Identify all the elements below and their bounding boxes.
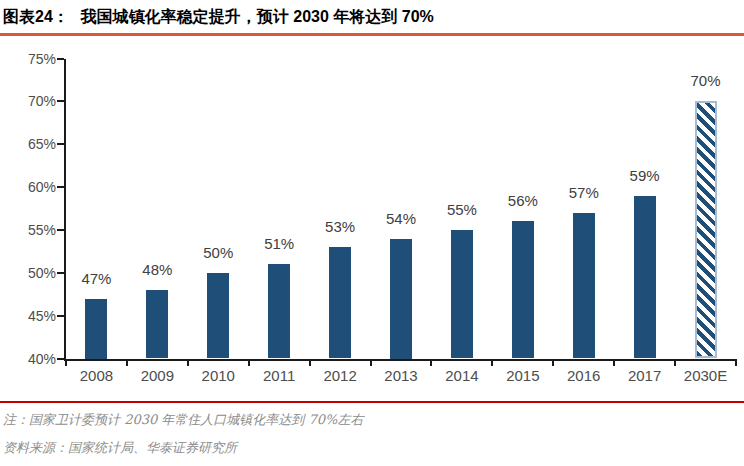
y-axis-tick-mark <box>57 315 64 317</box>
chart-note: 注：国家卫计委预计 2030 年常住人口城镇化率达到 70%左右 <box>3 411 744 428</box>
y-axis-tick-label: 45% <box>8 308 56 324</box>
y-axis-tick-label: 60% <box>8 179 56 195</box>
bar <box>512 221 534 358</box>
bar <box>634 196 656 359</box>
x-axis-category-label: 2030E <box>672 368 740 384</box>
bar-value-label: 53% <box>310 219 370 235</box>
bar-value-label: 59% <box>615 168 675 184</box>
bar <box>329 247 351 358</box>
bar-value-label: 55% <box>432 202 492 218</box>
x-axis-category-label: 2008 <box>62 368 130 384</box>
bar-value-label: 48% <box>127 262 187 278</box>
x-axis-category-label: 2009 <box>123 368 191 384</box>
y-axis-tick-label: 75% <box>8 51 56 67</box>
y-axis-tick-label: 50% <box>8 265 56 281</box>
bar-value-label: 54% <box>371 211 431 227</box>
bar <box>451 230 473 359</box>
figure-header: 图表24： 我国城镇化率稳定提升，预计 2030 年将达到 70% <box>0 0 744 33</box>
figure-title: 我国城镇化率稳定提升，预计 2030 年将达到 70% <box>81 8 434 25</box>
x-axis-category-label: 2014 <box>428 368 496 384</box>
y-axis-tick-label: 55% <box>8 222 56 238</box>
y-axis-tick-mark <box>57 272 64 274</box>
bar <box>390 239 412 359</box>
bar <box>207 273 229 359</box>
x-axis-tick-mark <box>674 359 676 366</box>
x-axis-tick-mark <box>370 359 372 366</box>
figure-number-label: 图表24： <box>3 8 69 25</box>
y-axis-tick-mark <box>57 186 64 188</box>
x-axis-tick-mark <box>735 359 737 366</box>
x-axis-category-label: 2010 <box>184 368 252 384</box>
y-axis-tick-mark <box>57 229 64 231</box>
x-axis-category-label: 2017 <box>611 368 679 384</box>
forecast-bar-hatched <box>695 101 717 358</box>
x-axis-tick-mark <box>552 359 554 366</box>
bar-value-label: 51% <box>249 236 309 252</box>
footer-divider-line <box>0 401 744 403</box>
bar <box>85 299 107 359</box>
x-axis-category-label: 2016 <box>550 368 618 384</box>
y-axis-tick-mark <box>57 100 64 102</box>
x-axis-tick-mark <box>187 359 189 366</box>
x-axis-tick-mark <box>613 359 615 366</box>
x-axis-category-label: 2013 <box>367 368 435 384</box>
bar-value-label: 47% <box>66 271 126 287</box>
x-axis-category-label: 2011 <box>245 368 313 384</box>
bar-value-label: 57% <box>554 185 614 201</box>
bar-value-label: 56% <box>493 193 553 209</box>
x-axis-category-label: 2012 <box>306 368 374 384</box>
y-axis-tick-label: 40% <box>8 351 56 367</box>
bar <box>268 264 290 358</box>
chart-source: 资料来源：国家统计局、华泰证券研究所 <box>3 439 744 456</box>
bar <box>573 213 595 359</box>
x-axis-tick-mark <box>430 359 432 366</box>
bar-value-label: 50% <box>188 245 248 261</box>
y-axis-tick-mark <box>57 358 64 360</box>
y-axis-tick-mark <box>57 58 64 60</box>
x-axis-tick-mark <box>248 359 250 366</box>
y-axis-tick-label: 70% <box>8 93 56 109</box>
bar-value-label: 70% <box>676 73 736 89</box>
y-axis-tick-label: 65% <box>8 136 56 152</box>
x-axis-tick-mark <box>309 359 311 366</box>
x-axis-tick-mark <box>126 359 128 366</box>
x-axis-tick-mark <box>491 359 493 366</box>
bar <box>146 290 168 359</box>
y-axis-tick-mark <box>57 143 64 145</box>
x-axis-tick-mark <box>65 359 67 366</box>
x-axis-category-label: 2015 <box>489 368 557 384</box>
urbanization-bar-chart: 75% 70% 65% 60% 55% 50% 45% 40% 47% 2008 48% 2009 50… <box>0 36 744 396</box>
